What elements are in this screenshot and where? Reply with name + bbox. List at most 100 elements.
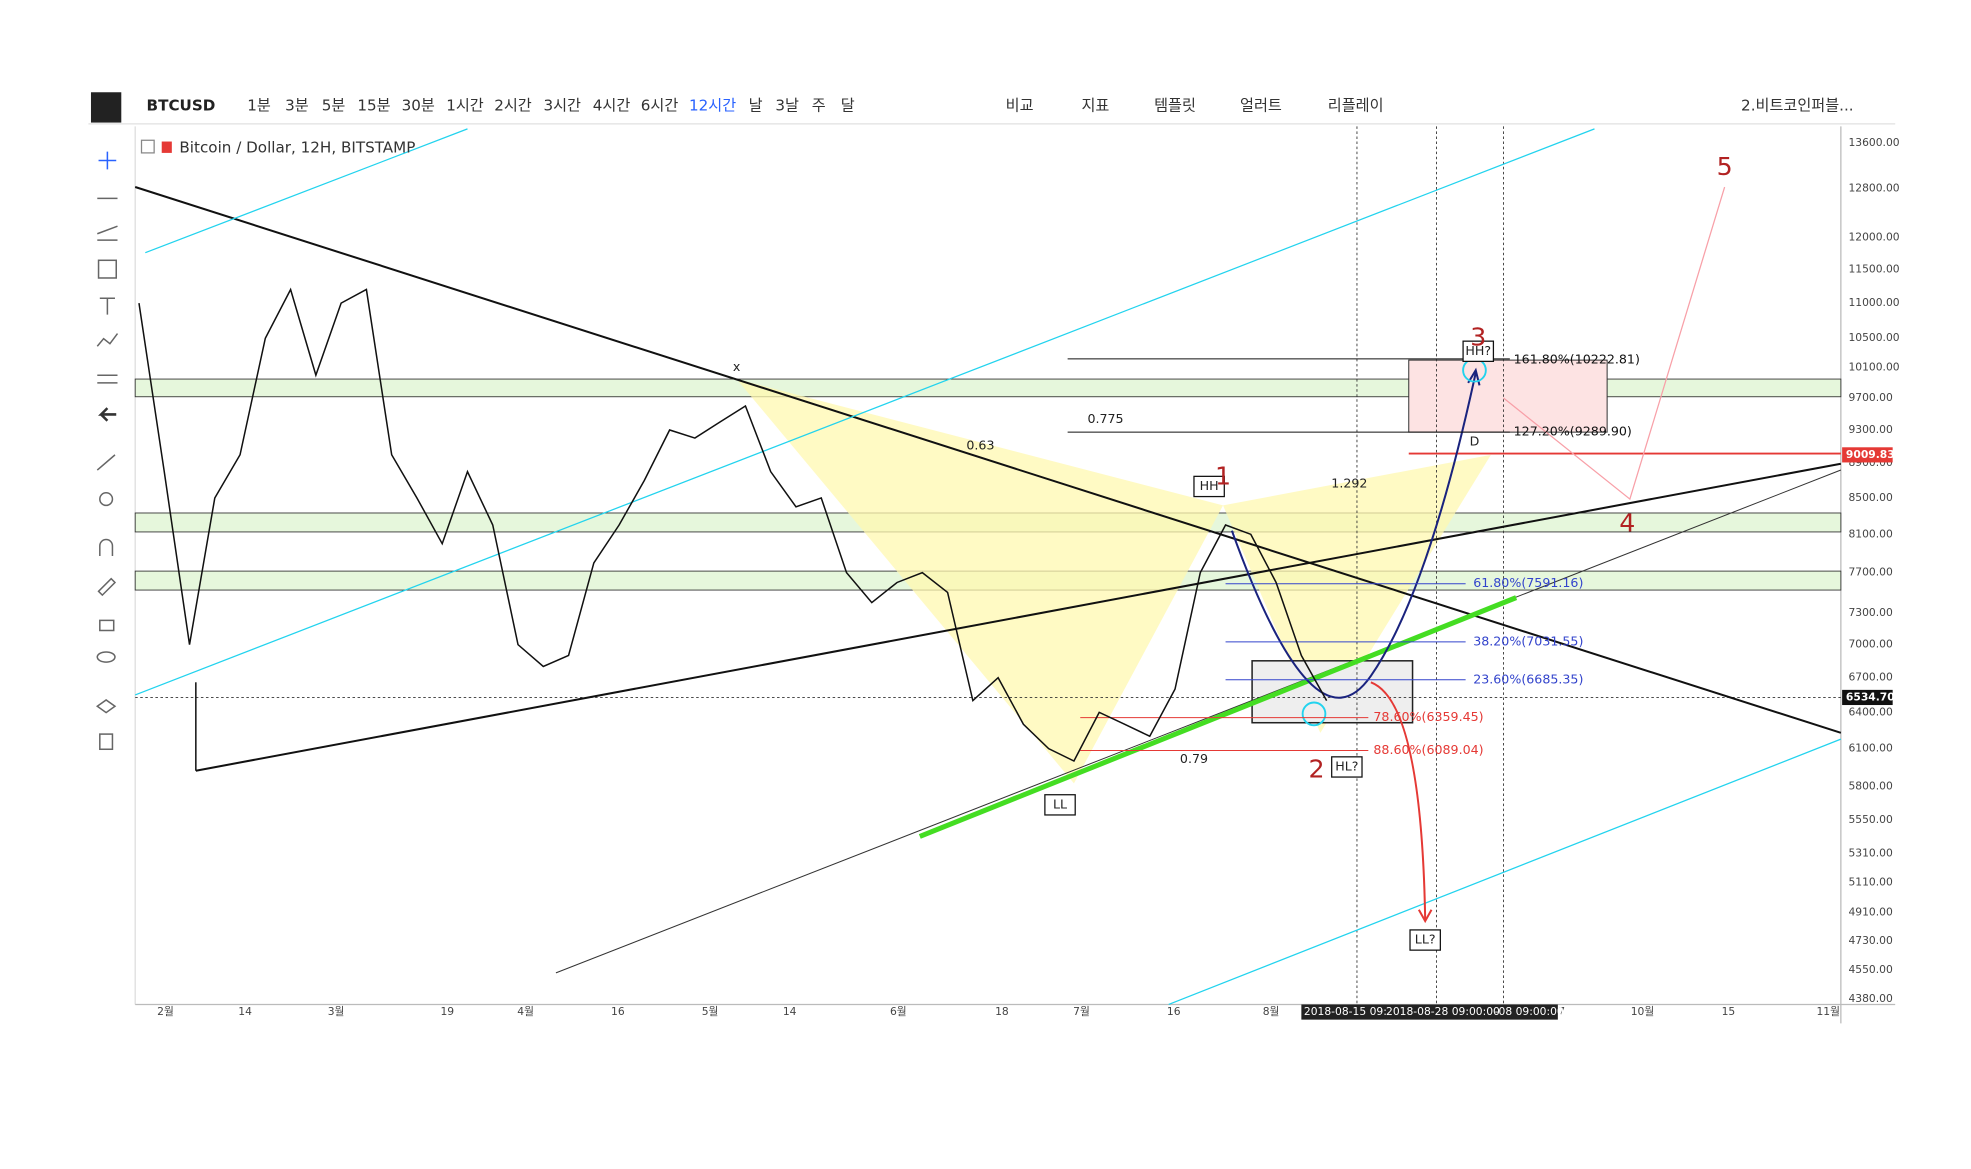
visibility-tool[interactable] <box>96 651 116 663</box>
price-tag: 9009.83 <box>1846 448 1895 461</box>
crosshair-date-box <box>1301 1004 1558 1020</box>
price-axis-label: 5110.00 <box>1848 875 1893 888</box>
annotation-box <box>1044 794 1076 816</box>
interval-button[interactable]: 4시간 <box>593 97 631 115</box>
interval-button[interactable]: 15분 <box>357 97 390 115</box>
toolbar-button[interactable]: 얼러트 <box>1240 97 1282 115</box>
price-axis-label: 8100.00 <box>1848 527 1893 540</box>
price-axis-label: 6100.00 <box>1848 742 1893 755</box>
price-axis-label: 13600.00 <box>1848 136 1899 149</box>
layout-name[interactable]: 2.비트코인퍼블... <box>1741 97 1854 115</box>
interval-button[interactable]: 5분 <box>322 97 346 115</box>
price-tag-box <box>1842 447 1893 463</box>
crosshair-tool[interactable] <box>98 151 117 170</box>
interval-button[interactable]: 30분 <box>402 97 435 115</box>
price-axis-label: 5550.00 <box>1848 813 1893 826</box>
pattern-tool[interactable] <box>96 333 119 347</box>
annotation: HH <box>1200 478 1219 493</box>
price-axis-label: 5800.00 <box>1848 780 1893 793</box>
annotation: HL? <box>1335 758 1358 773</box>
back-tool[interactable] <box>98 407 117 422</box>
price-tag-box <box>1842 689 1893 706</box>
shape-tool[interactable] <box>97 259 117 279</box>
fib-tool[interactable] <box>97 374 118 384</box>
toolbar-button[interactable]: 비교 <box>1006 97 1034 115</box>
toolbar-button[interactable]: 템플릿 <box>1154 97 1196 115</box>
time-axis-label: 16 <box>611 1005 625 1018</box>
lock-draw-tool[interactable] <box>97 577 117 597</box>
time-axis-label: 10월 <box>1631 1005 1655 1018</box>
symbol[interactable]: BTCUSD <box>147 97 216 115</box>
legend-expand[interactable] <box>140 139 155 154</box>
layers-tool[interactable] <box>95 699 117 714</box>
interval-button[interactable]: 3날 <box>775 97 799 115</box>
crosshair-date: -08 09:00:00 <box>1495 1005 1564 1018</box>
price-axis-label: 12000.00 <box>1848 230 1899 243</box>
harmonic-xab <box>736 379 1224 784</box>
annotation: 1.292 <box>1331 475 1367 490</box>
fib-label: 38.20%(7031.55) <box>1473 633 1583 648</box>
interval-button[interactable]: 3분 <box>285 97 309 115</box>
price-axis-label: 7300.00 <box>1848 606 1893 619</box>
price-axis-label: 6400.00 <box>1848 705 1893 718</box>
price-axis-label: 9300.00 <box>1848 423 1893 436</box>
support-line <box>555 469 1842 974</box>
fib-label: 161.80%(10222.81) <box>1514 352 1640 367</box>
time-axis-label: 7 <box>1558 1005 1565 1018</box>
annotation: LL <box>1053 796 1067 811</box>
price-axis-label: 11000.00 <box>1848 296 1899 309</box>
price-axis-label: 12800.00 <box>1848 182 1899 195</box>
annotation: D <box>1470 434 1480 449</box>
magnet-tool[interactable] <box>99 538 114 556</box>
interval-button[interactable]: 3시간 <box>543 97 581 115</box>
time-axis-label: 16 <box>1167 1005 1181 1018</box>
measure-tool[interactable] <box>96 454 116 471</box>
price-axis-label: 5310.00 <box>1848 846 1893 859</box>
trend-lines <box>134 128 1842 1006</box>
legend-flag <box>161 141 172 153</box>
annotation: LL? <box>1415 932 1436 947</box>
bearish-path <box>1370 681 1427 920</box>
chart-legend: Bitcoin / Dollar, 12H, BITSTAMP <box>179 138 415 156</box>
interval-button[interactable]: 1분 <box>247 97 271 115</box>
interval-button[interactable]: 1시간 <box>446 97 484 115</box>
interval-button[interactable]: 날 <box>749 97 763 115</box>
annotation: 2 <box>1308 755 1324 784</box>
time-axis-label: 5월 <box>702 1005 719 1018</box>
zoom-tool[interactable] <box>99 492 114 507</box>
arrow-head <box>1417 909 1433 924</box>
time-axis-label: 3월 <box>328 1005 345 1018</box>
interval-button[interactable]: 12시간 <box>689 97 736 115</box>
annotation: 4 <box>1619 508 1635 537</box>
toolbar-button[interactable]: 리플레이 <box>1328 97 1384 115</box>
green-trendline <box>918 595 1518 839</box>
logo[interactable] <box>90 92 122 123</box>
fib-label: 78.60%(6359.45) <box>1373 709 1483 724</box>
interval-button[interactable]: 주 <box>812 97 826 115</box>
fib-label: 127.20%(9289.90) <box>1514 424 1632 439</box>
annotation: 0.79 <box>1180 751 1208 766</box>
annotation: 0.63 <box>966 438 994 453</box>
price-tag: 6534.70 <box>1846 690 1895 703</box>
top-toolbar <box>88 88 1896 124</box>
time-axis-label: 11월 <box>1816 1005 1840 1018</box>
price-axis-label: 4730.00 <box>1848 934 1893 947</box>
time-axis-label: 8월 <box>1263 1005 1280 1018</box>
fib-label: 88.60%(6089.04) <box>1373 742 1483 757</box>
interval-button[interactable]: 6시간 <box>641 97 679 115</box>
descending-trendline <box>134 186 1842 734</box>
delete-tool[interactable] <box>99 733 114 751</box>
interval-button[interactable]: 달 <box>841 97 855 115</box>
annotation: x <box>733 359 741 374</box>
fib-lines <box>1067 358 1510 752</box>
lock-tool[interactable] <box>99 619 115 632</box>
price-axis-label: 10100.00 <box>1848 361 1899 374</box>
price-axis-label: 9700.00 <box>1848 391 1893 404</box>
text-tool[interactable] <box>99 297 115 315</box>
time-axis-label: 14 <box>238 1005 252 1018</box>
toolbar-button[interactable]: 지표 <box>1081 97 1109 115</box>
interval-button[interactable]: 2시간 <box>494 97 532 115</box>
channel-tool[interactable] <box>97 225 118 241</box>
annotation: 1 <box>1215 462 1231 491</box>
